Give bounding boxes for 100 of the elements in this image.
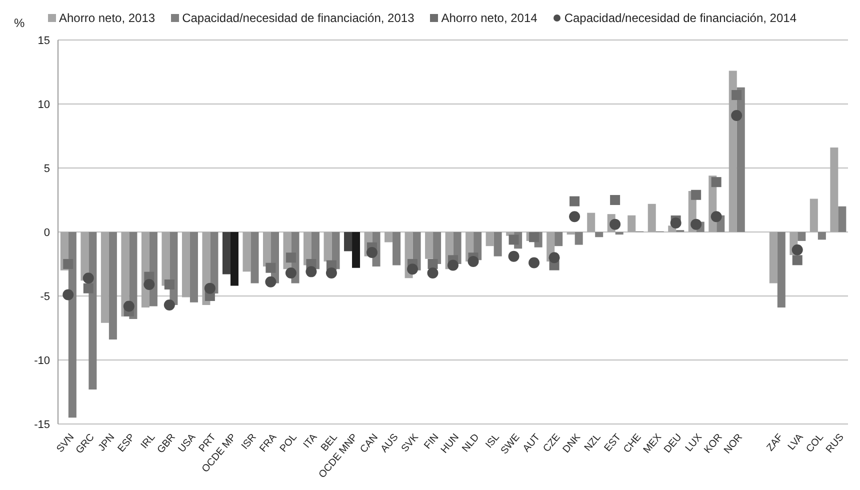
bar: [648, 204, 656, 232]
x-tick-label: IRL: [139, 432, 158, 451]
bar: [262, 232, 271, 267]
point: [204, 282, 216, 294]
bar: [344, 232, 352, 252]
bar: [566, 232, 575, 235]
bar: [486, 232, 494, 246]
bar: [242, 232, 251, 272]
point: [528, 257, 540, 268]
point: [62, 289, 74, 300]
point: [366, 246, 378, 258]
bar: [494, 232, 502, 256]
bar: [838, 206, 846, 232]
bar: [587, 212, 596, 232]
y-tick-label: 15: [38, 34, 50, 47]
legend-label: Capacidad/necesidad de financiación, 2013: [182, 11, 414, 25]
point: [690, 218, 702, 230]
bar: [384, 232, 393, 242]
y-tick-label: 0: [44, 226, 50, 239]
bar: [425, 232, 434, 259]
bar: [230, 232, 238, 286]
point: [265, 276, 276, 288]
point: [83, 283, 94, 294]
point: [123, 300, 134, 312]
x-tick-label: USA: [176, 432, 198, 455]
bar: [615, 232, 624, 235]
y-tick-label: -5: [40, 290, 50, 303]
point: [82, 272, 94, 284]
point: [792, 244, 803, 256]
bar: [222, 232, 230, 274]
y-axis-title: %: [14, 16, 25, 30]
x-tick-label: COL: [804, 432, 826, 455]
bar: [352, 232, 360, 268]
bar: [818, 232, 826, 240]
point: [610, 195, 620, 205]
x-tick-label: ITA: [302, 432, 320, 450]
point: [710, 211, 722, 222]
point: [508, 234, 519, 245]
point: [508, 250, 520, 262]
bar: [433, 232, 442, 264]
bar: [736, 87, 745, 232]
point: [306, 266, 317, 278]
point: [428, 259, 438, 269]
point: [266, 262, 276, 273]
bar: [628, 215, 636, 232]
bar: [830, 148, 838, 232]
point: [406, 264, 418, 275]
bar: [392, 232, 401, 266]
bar: [68, 232, 76, 418]
point: [286, 252, 296, 263]
bar: [182, 232, 190, 298]
x-tick-label: NZL: [582, 432, 604, 454]
point: [711, 177, 722, 188]
x-tick-label: FRA: [258, 432, 280, 454]
bar: [210, 232, 218, 294]
x-tick-label: FIN: [422, 432, 442, 452]
bar: [88, 232, 97, 390]
point: [731, 110, 742, 122]
bar: [595, 232, 604, 238]
bar: [250, 232, 259, 284]
point: [569, 211, 580, 222]
x-tick-label: LVA: [786, 432, 806, 452]
point: [570, 196, 580, 206]
point: [610, 218, 621, 230]
point: [164, 279, 174, 290]
bar: [728, 70, 737, 232]
legend-label: Capacidad/necesidad de financiación, 2014: [564, 11, 796, 25]
y-tick-label: -10: [34, 354, 50, 367]
bar: [100, 232, 109, 323]
point: [285, 267, 296, 278]
point: [427, 267, 438, 278]
bar: [190, 232, 198, 302]
bar: [798, 232, 806, 241]
point: [326, 267, 337, 278]
x-tick-label: POL: [278, 432, 300, 454]
point: [792, 255, 802, 266]
point: [732, 90, 742, 100]
point: [548, 252, 560, 264]
point: [144, 278, 155, 290]
point: [164, 299, 175, 310]
point: [529, 232, 540, 242]
point: [63, 259, 74, 269]
legend-label: Ahorro neto, 2014: [441, 11, 538, 25]
x-tick-label: ISR: [240, 432, 259, 452]
point: [691, 190, 702, 200]
point: [448, 260, 458, 271]
bar: [777, 232, 786, 308]
legend-label: Ahorro neto, 2013: [59, 11, 156, 25]
bar: [80, 232, 89, 281]
bar: [108, 232, 117, 340]
y-tick-label: 10: [38, 98, 50, 111]
bar: [574, 232, 583, 245]
bar: [324, 232, 332, 262]
bar: [769, 232, 778, 284]
bar: [554, 232, 563, 246]
y-tick-label: -15: [34, 418, 50, 431]
x-tick-label: ISL: [484, 432, 502, 451]
point: [670, 218, 682, 229]
point: [468, 256, 479, 267]
y-tick-label: 5: [44, 162, 50, 175]
